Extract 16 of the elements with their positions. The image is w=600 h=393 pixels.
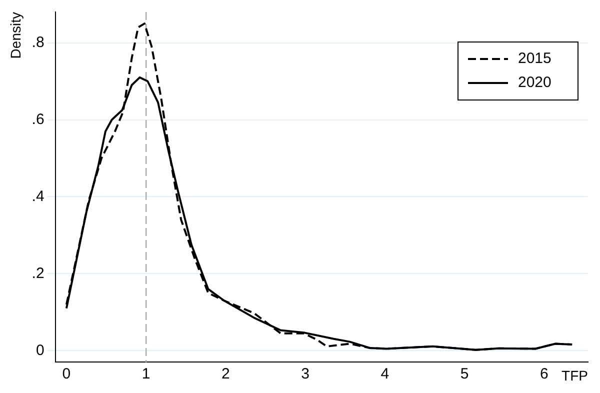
x-tick-label: 4 bbox=[380, 365, 390, 382]
y-tick-label: .2 bbox=[32, 264, 44, 282]
x-tick-label: 6 bbox=[540, 365, 548, 382]
x-tick-label: 5 bbox=[460, 365, 469, 382]
y-tick-label: .4 bbox=[32, 188, 44, 205]
legend-label: 2020 bbox=[518, 74, 552, 92]
legend-label: 2015 bbox=[518, 50, 552, 68]
y-axis-title: Density bbox=[7, 12, 24, 59]
x-tick-label: 0 bbox=[62, 365, 71, 382]
x-tick-label: 3 bbox=[301, 365, 310, 382]
x-tick-label: 2 bbox=[222, 365, 230, 382]
y-tick-label: .6 bbox=[32, 110, 44, 128]
y-tick-label: 0 bbox=[36, 342, 44, 359]
x-tick-label: 1 bbox=[142, 365, 150, 382]
y-tick-label: .8 bbox=[32, 34, 44, 51]
x-axis-title: TFP bbox=[562, 367, 588, 384]
